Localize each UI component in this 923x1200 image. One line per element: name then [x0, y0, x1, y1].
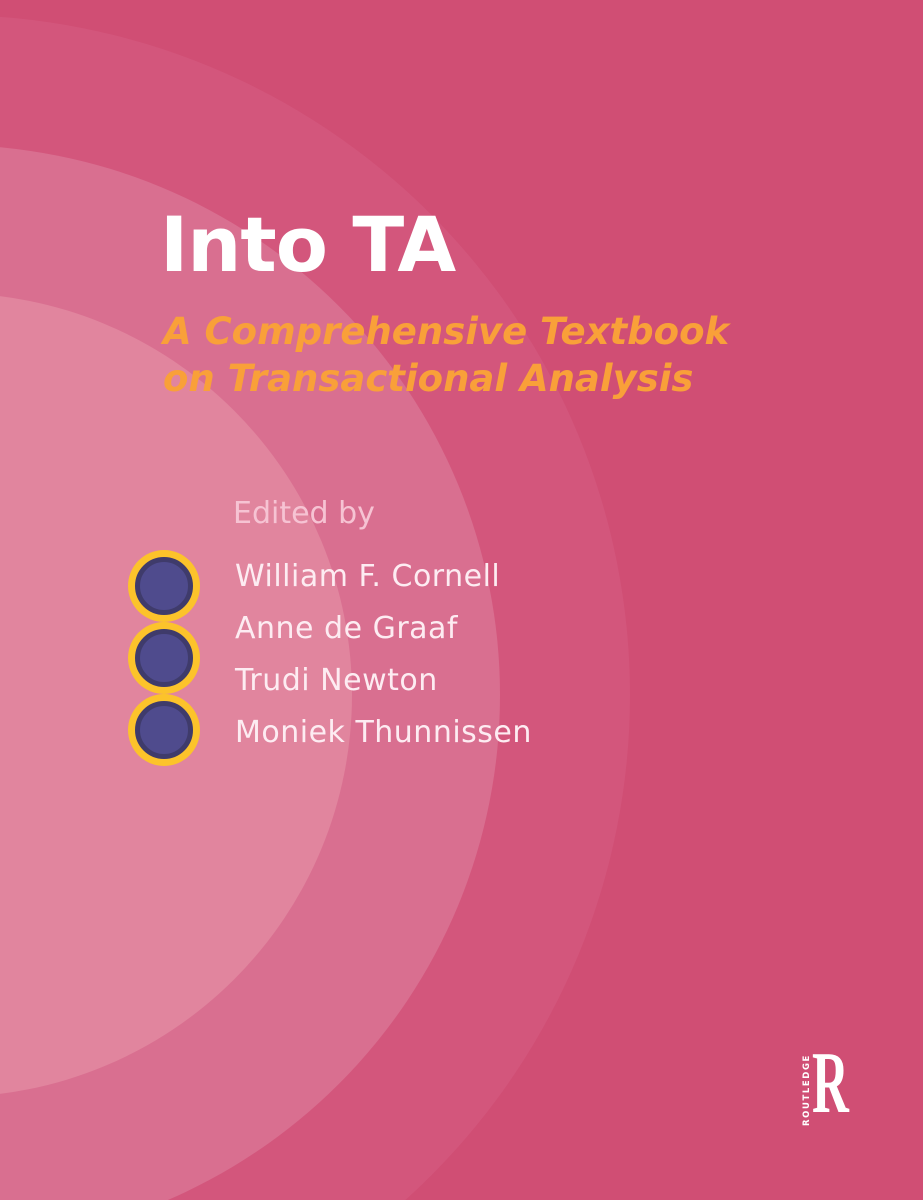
stacked-circle-middle	[135, 629, 193, 687]
editor-name-2: Anne de Graaf	[235, 611, 458, 646]
book-subtitle: A Comprehensive Textbook on Transactiona…	[163, 308, 729, 403]
stacked-circle-bottom	[135, 701, 193, 759]
stacked-circle-top	[135, 557, 193, 615]
book-subtitle-line1: A Comprehensive Textbook	[163, 310, 730, 353]
edited-by-label: Edited by	[233, 496, 375, 531]
routledge-logo: ROUTLEDGE R	[798, 1040, 860, 1136]
book-title: Into TA	[160, 200, 456, 289]
editor-list: William F. Cornell Anne de Graaf Trudi N…	[235, 559, 532, 767]
routledge-wordmark-vertical: ROUTLEDGE	[802, 1054, 812, 1126]
editor-name-3: Trudi Newton	[235, 663, 438, 698]
editor-name-1: William F. Cornell	[235, 559, 501, 594]
ego-state-circles	[135, 557, 193, 773]
book-subtitle-line2: on Transactional Analysis	[163, 357, 694, 401]
editor-name-4: Moniek Thunnissen	[235, 715, 532, 750]
routledge-r-letter: R	[812, 1035, 849, 1132]
